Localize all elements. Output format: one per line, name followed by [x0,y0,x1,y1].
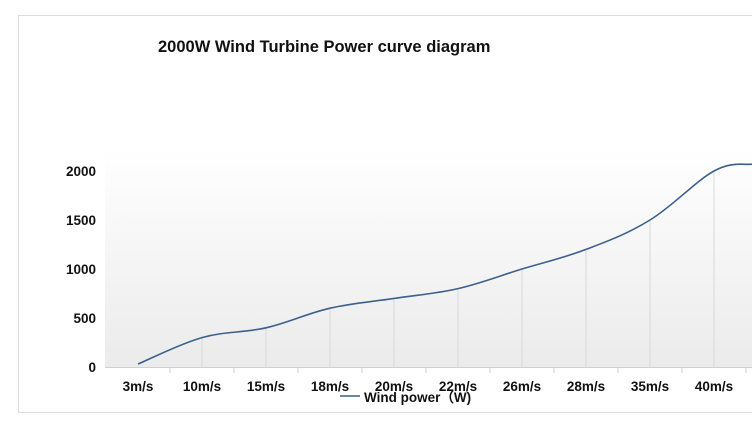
x-axis: 3m/s 10m/s 15m/s 18m/s 20m/s 22m/s 26m/s 28m/s 3… [123,367,747,394]
y-tick-label: 2000 [66,164,96,179]
legend-label: Wind power（W) [364,390,471,405]
grid-lines [201,171,715,367]
x-tick-label: 28m/s [567,379,605,394]
x-tick-label: 26m/s [503,379,541,394]
x-tick-label: 40m/s [695,379,733,394]
series-line-wind-power [137,163,752,365]
chart-title: 2000W Wind Turbine Power curve diagram [158,38,490,56]
x-tick-label: 18m/s [311,379,349,394]
x-tick-label: 15m/s [247,379,285,394]
y-axis: 0 500 1000 1500 2000 [66,164,96,375]
x-tick-label: 20m/s [375,379,413,394]
x-tick-label: 10m/s [183,379,221,394]
legend: Wind power（W) [340,390,471,405]
y-tick-label: 1500 [66,213,96,228]
x-tick-label: 35m/s [631,379,669,394]
y-tick-label: 1000 [66,262,96,277]
y-tick-label: 0 [88,360,96,375]
plot-area [105,148,752,367]
x-tick-label: 3m/s [123,379,154,394]
y-tick-label: 500 [73,311,96,326]
x-tick-label: 22m/s [439,379,477,394]
